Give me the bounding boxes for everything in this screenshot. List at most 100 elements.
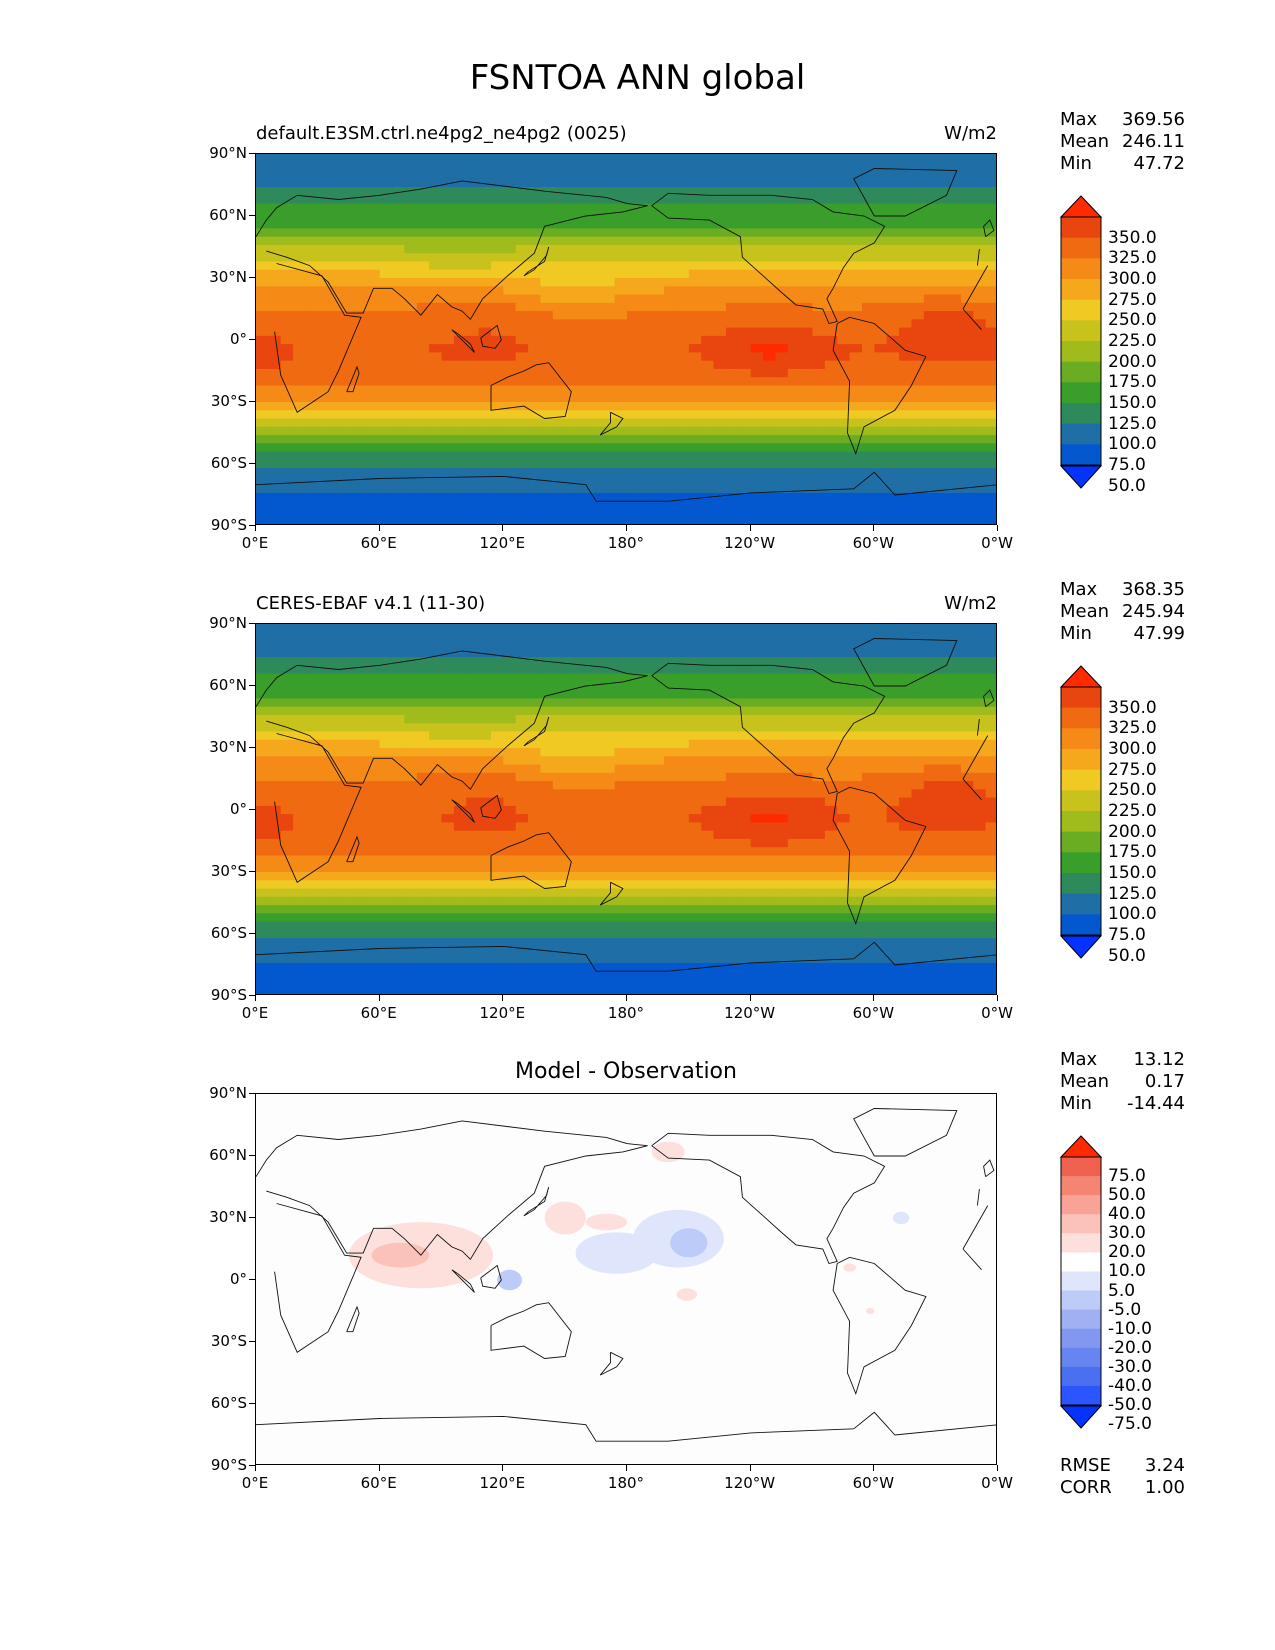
colorbar-label: 300.0 [1108,739,1157,759]
lat-tick-mark [249,1341,255,1342]
difference-blob-9 [676,1288,698,1301]
difference-blob-12 [866,1307,875,1315]
difference-blob-3 [585,1213,627,1231]
coastline-11 [346,1305,360,1333]
coastline-6 [256,471,996,502]
stat-row: Min 47.99 [1060,623,1185,645]
field-cells [256,624,996,994]
colorbar-label: 125.0 [1108,413,1157,434]
lon-tick-mark [873,1465,875,1471]
lon-tick-label: 120°W [724,534,776,552]
metric-value: 3.24 [1144,1455,1185,1476]
coastline-9 [523,246,550,277]
coastline-4 [832,1256,927,1396]
colorbar-label: 10.0 [1108,1261,1146,1282]
colorbar-label: 50.0 [1108,1185,1146,1206]
coastline-10 [599,881,624,906]
coastline-4 [832,316,927,456]
lon-tick-mark [378,525,380,531]
colorbar-container [1059,665,1103,963]
coastline-7 [480,794,502,819]
lon-tick-label: 60°W [852,534,895,552]
colorbar-label: -75.0 [1108,1414,1152,1435]
stat-value: 246.11 [1122,131,1185,152]
lat-tick-mark [249,1403,255,1404]
coastline-3 [651,662,886,795]
map-plot [256,1094,996,1464]
lon-tick-label: 180° [607,534,645,552]
stat-label: Mean [1060,1071,1110,1092]
metric-row: RMSE 3.24 [1060,1455,1185,1477]
lat-tick-mark [249,525,255,526]
difference-blob-4 [651,1141,685,1163]
lat-tick-label: 60°S [210,454,247,472]
lon-tick-mark [749,525,751,531]
lat-tick-label: 30°S [210,1332,247,1350]
colorbar-label: 75.0 [1108,925,1146,945]
colorbar-label: 300.0 [1108,269,1157,289]
colorbar-label: 30.0 [1108,1223,1146,1244]
stat-row: Min -14.44 [1060,1093,1185,1115]
stat-row: Mean 246.11 [1060,131,1185,153]
figure-title: FSNTOA ANN global [469,58,806,98]
colorbar-label: 350.0 [1108,697,1157,718]
lat-tick-mark [249,995,255,996]
colorbar-label: 325.0 [1108,718,1157,739]
lat-tick-label: 0° [229,800,247,818]
stat-value: 245.94 [1122,601,1185,622]
colorbar-label: 75.0 [1108,455,1146,475]
lon-tick-label: 0°W [981,1004,1013,1022]
lat-tick-label: 60°N [209,676,247,694]
coastline-12 [983,1159,995,1178]
colorbar-label: 100.0 [1108,434,1157,455]
stat-value: 369.56 [1122,109,1185,130]
stat-value: 368.35 [1122,579,1185,600]
coastline-12 [983,689,995,708]
colorbar-label: 50.0 [1108,475,1146,496]
stat-row: Mean 245.94 [1060,601,1185,623]
lon-tick-label: 60°E [360,1474,397,1492]
lon-tick-label: 120°E [479,1474,526,1492]
lon-tick-label: 180° [607,1474,645,1492]
lat-tick-label: 90°N [209,614,247,632]
lat-tick-mark [249,871,255,872]
lon-tick-mark [502,995,504,1001]
lat-tick-mark [249,809,255,810]
coastline-2 [490,362,572,419]
stat-row: Max 369.56 [1060,109,1185,131]
field-cells [256,154,996,524]
lat-tick-label: 90°S [210,986,247,1004]
colorbar-label: -10.0 [1108,1318,1152,1339]
lon-tick-mark [255,995,256,1001]
lat-tick-label: 60°N [209,1146,247,1164]
stats-block: Max 368.35 Mean 245.94 Min 47.99 [1060,579,1185,645]
lon-tick-label: 0°W [981,1474,1013,1492]
colorbar-container [1059,1135,1103,1433]
colorbar [1059,665,1103,959]
colorbar-label: 100.0 [1108,904,1157,925]
colorbar-label: 20.0 [1108,1242,1146,1263]
stat-value: 47.72 [1133,153,1185,174]
lon-tick-label: 0°E [241,534,269,552]
lat-tick-mark [249,685,255,686]
difference-blob-11 [892,1211,910,1225]
lat-tick-mark [249,153,255,154]
colorbar-label: 200.0 [1108,821,1157,842]
colorbar-label: 75.0 [1108,1166,1146,1187]
panel-title: Model - Observation [515,1059,737,1084]
coastline-6 [256,1411,996,1442]
map-panel-1 [255,623,997,995]
lon-tick-mark [749,1465,751,1471]
lon-tick-label: 120°W [724,1004,776,1022]
lon-tick-mark [997,1465,998,1471]
coastlines [256,638,996,972]
colorbar-label: 175.0 [1108,842,1157,863]
colorbar-label: 275.0 [1108,289,1157,310]
lon-tick-mark [378,1465,380,1471]
stat-value: 47.99 [1133,623,1185,644]
colorbar-label: 40.0 [1108,1204,1146,1225]
difference-blob-8 [497,1269,522,1291]
colorbar-label: -20.0 [1108,1337,1152,1358]
coastline-3 [651,192,886,325]
stat-label: Max [1060,579,1098,600]
